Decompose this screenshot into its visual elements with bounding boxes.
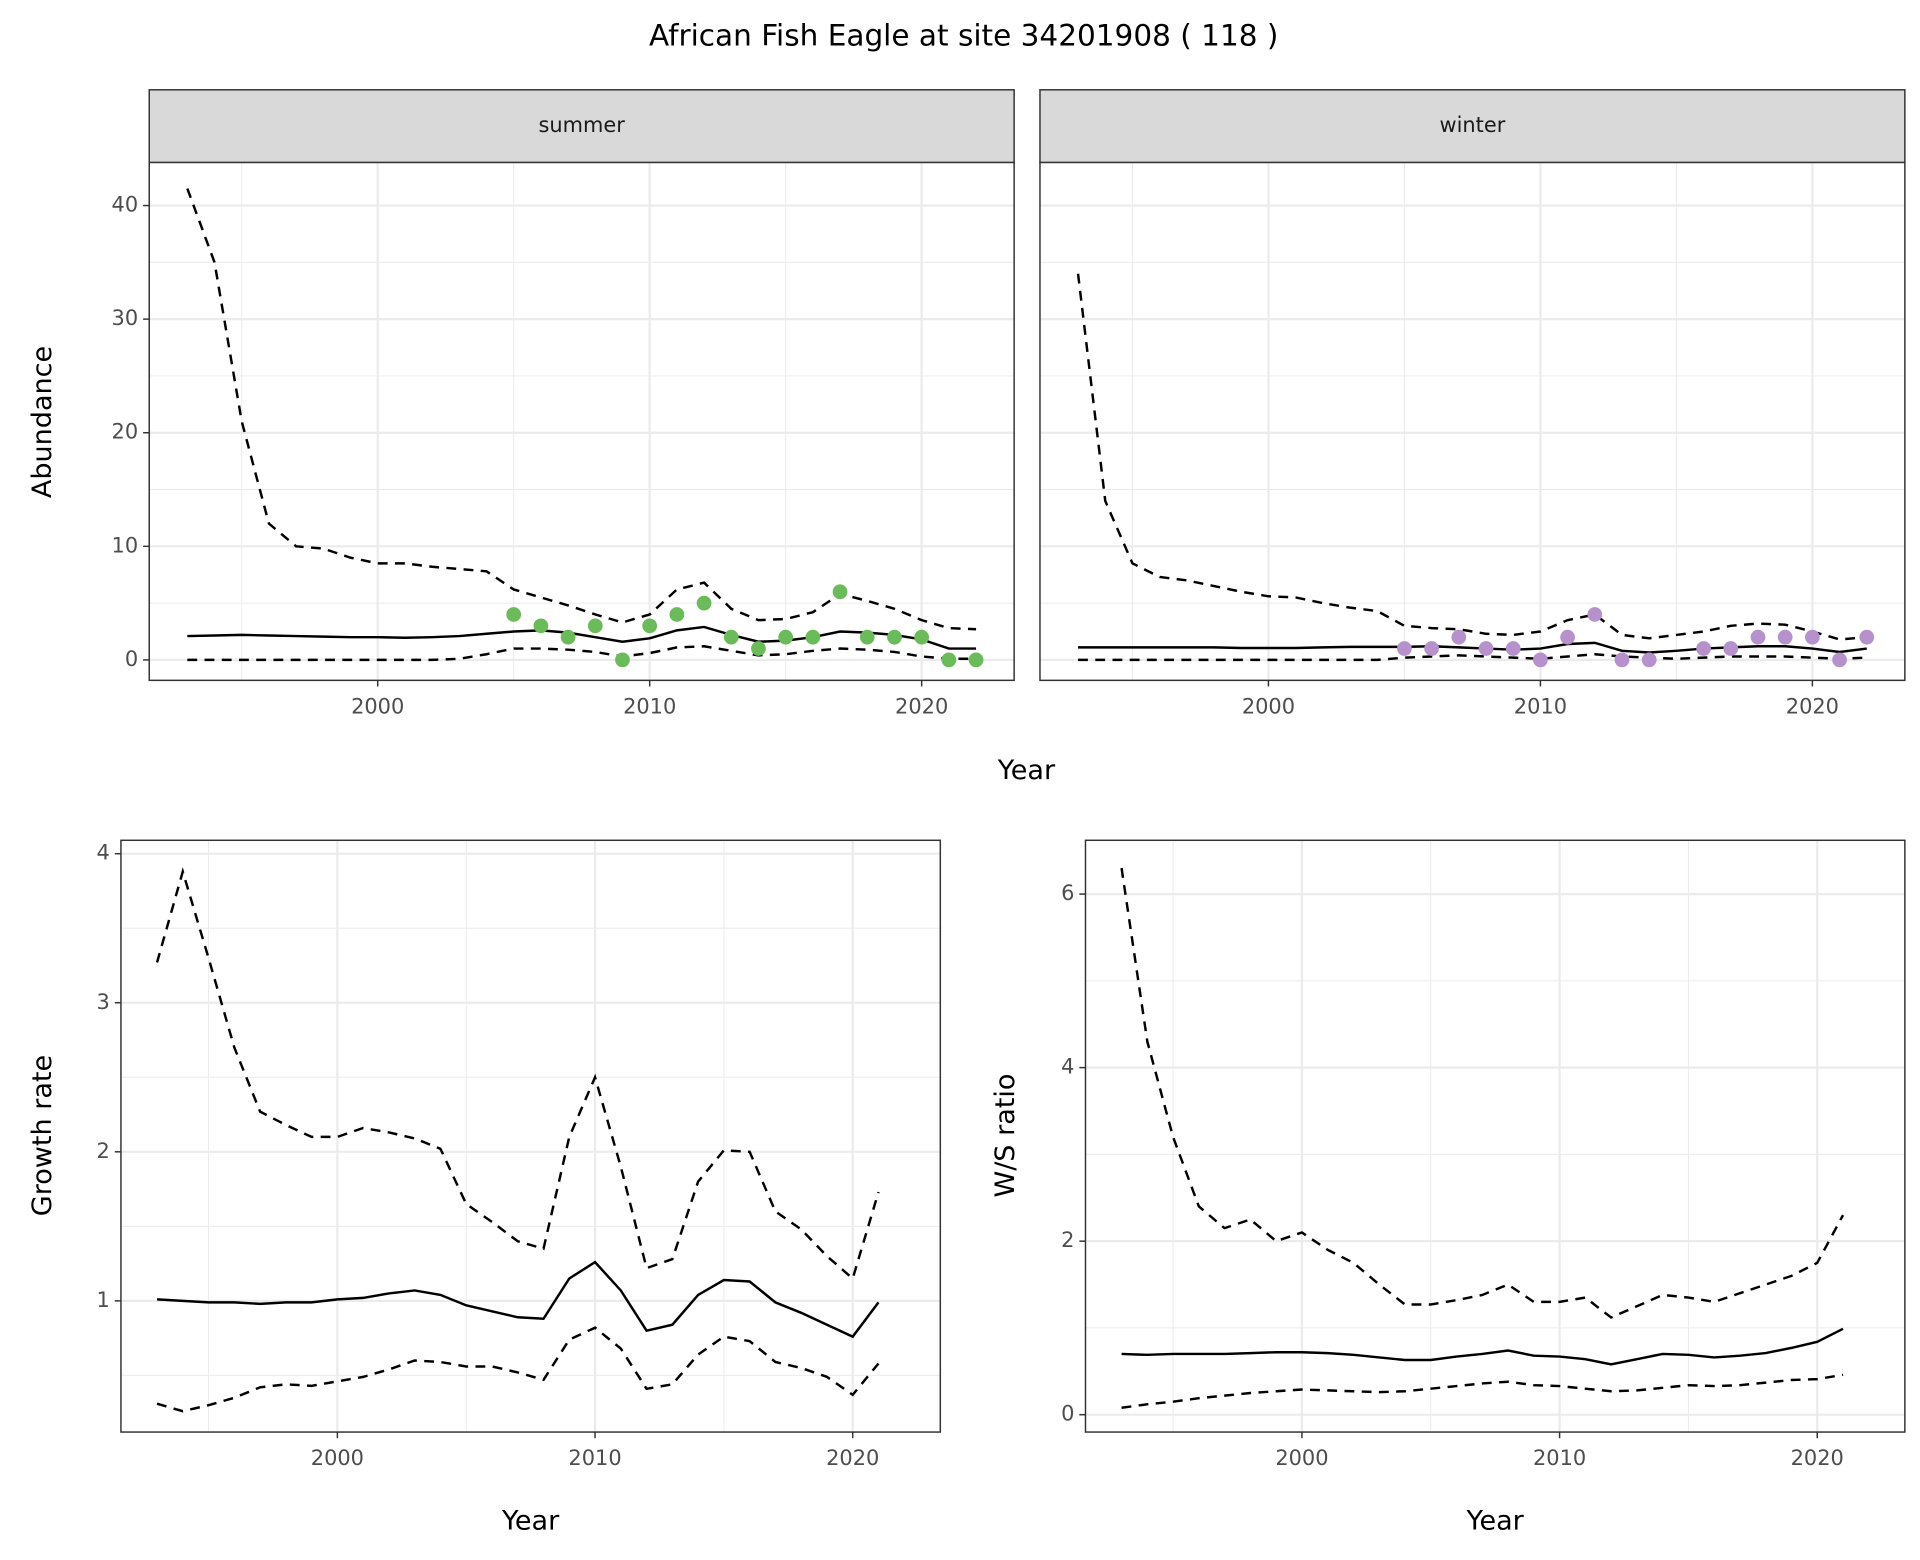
data-point xyxy=(1560,629,1575,645)
series-line xyxy=(187,645,977,662)
series-line xyxy=(155,867,880,1281)
data-point xyxy=(1587,607,1603,622)
x-tick-label: 2010 xyxy=(1514,694,1567,718)
panel-background xyxy=(1039,162,1905,681)
x-tick-label: 2020 xyxy=(1786,694,1839,718)
data-point xyxy=(1805,629,1820,645)
data-point xyxy=(506,607,522,622)
y-tick-label: 0 xyxy=(125,647,138,671)
y-axis-label: Abundance xyxy=(27,346,58,498)
y-tick-label: 3 xyxy=(97,990,110,1014)
x-tick-label: 2020 xyxy=(826,1446,879,1470)
panel-background xyxy=(149,162,1015,681)
x-tick-label: 2010 xyxy=(623,694,676,718)
y-tick-label: 40 xyxy=(112,193,139,217)
data-point xyxy=(723,629,739,645)
data-point xyxy=(1777,629,1793,645)
panel-border xyxy=(1084,839,1906,1433)
series-line xyxy=(187,625,977,650)
x-tick-label: 2000 xyxy=(1242,694,1295,718)
figure-title: African Fish Eagle at site 34201908 ( 11… xyxy=(649,18,1278,52)
y-tick-label: 4 xyxy=(97,841,110,865)
x-tick-label: 2000 xyxy=(1275,1446,1328,1470)
data-point xyxy=(642,618,658,634)
x-tick-label: 2010 xyxy=(568,1446,621,1470)
x-tick-label: 2000 xyxy=(311,1446,364,1470)
series-line xyxy=(1121,1373,1844,1409)
data-point xyxy=(1723,641,1739,656)
facet-strip xyxy=(1039,89,1906,164)
data-point xyxy=(832,584,848,600)
series-line xyxy=(1121,1327,1844,1366)
y-tick-label: 6 xyxy=(1061,881,1074,905)
series-line xyxy=(156,1326,880,1413)
facet-strip xyxy=(148,89,1015,164)
series-line xyxy=(156,1260,880,1339)
data-point xyxy=(560,629,576,645)
data-point xyxy=(1859,629,1875,645)
series-line xyxy=(1078,652,1867,662)
y-tick-label: 10 xyxy=(112,533,139,557)
y-tick-label: 0 xyxy=(1061,1402,1074,1426)
y-tick-label: 4 xyxy=(1061,1055,1074,1079)
data-point xyxy=(914,629,930,645)
panel-background xyxy=(1085,840,1905,1433)
x-tick-label: 2020 xyxy=(895,694,948,718)
x-tick-label: 2020 xyxy=(1791,1446,1844,1470)
data-point xyxy=(587,618,603,634)
y-tick-label: 2 xyxy=(97,1139,110,1163)
y-tick-label: 20 xyxy=(112,420,139,444)
data-point xyxy=(1832,652,1847,668)
y-tick-label: 30 xyxy=(112,306,139,330)
data-point xyxy=(696,595,712,611)
data-point xyxy=(968,652,984,668)
data-point xyxy=(1397,641,1412,656)
data-point xyxy=(941,652,957,668)
data-point xyxy=(1505,641,1521,656)
series-line xyxy=(1076,273,1867,641)
data-point xyxy=(1451,629,1467,645)
data-point xyxy=(1641,652,1657,668)
data-point xyxy=(1424,641,1439,656)
series-line xyxy=(1120,867,1845,1319)
y-tick-label: 2 xyxy=(1061,1228,1074,1252)
data-point xyxy=(778,629,794,645)
x-axis-label: Year xyxy=(997,755,1056,786)
x-tick-label: 2000 xyxy=(351,694,404,718)
data-point xyxy=(859,629,875,645)
facet-label: winter xyxy=(1440,113,1506,137)
x-axis-label: Year xyxy=(1466,1505,1525,1536)
panel-border xyxy=(120,839,942,1433)
data-point xyxy=(751,641,766,656)
panel-background xyxy=(120,840,941,1433)
data-point xyxy=(1696,641,1711,656)
x-axis-label: Year xyxy=(501,1505,560,1536)
data-point xyxy=(533,618,549,634)
data-point xyxy=(1533,652,1548,668)
data-point xyxy=(1478,641,1494,656)
x-tick-label: 2010 xyxy=(1533,1446,1586,1470)
facet-label: summer xyxy=(539,113,626,137)
data-point xyxy=(805,629,821,645)
data-point xyxy=(1614,652,1630,668)
data-point xyxy=(1750,629,1766,645)
data-point xyxy=(669,607,685,622)
data-point xyxy=(887,629,902,645)
y-axis-label: Growth rate xyxy=(27,1055,58,1216)
y-axis-label: W/S ratio xyxy=(990,1074,1021,1198)
data-point xyxy=(615,652,630,668)
y-tick-label: 1 xyxy=(97,1288,110,1312)
